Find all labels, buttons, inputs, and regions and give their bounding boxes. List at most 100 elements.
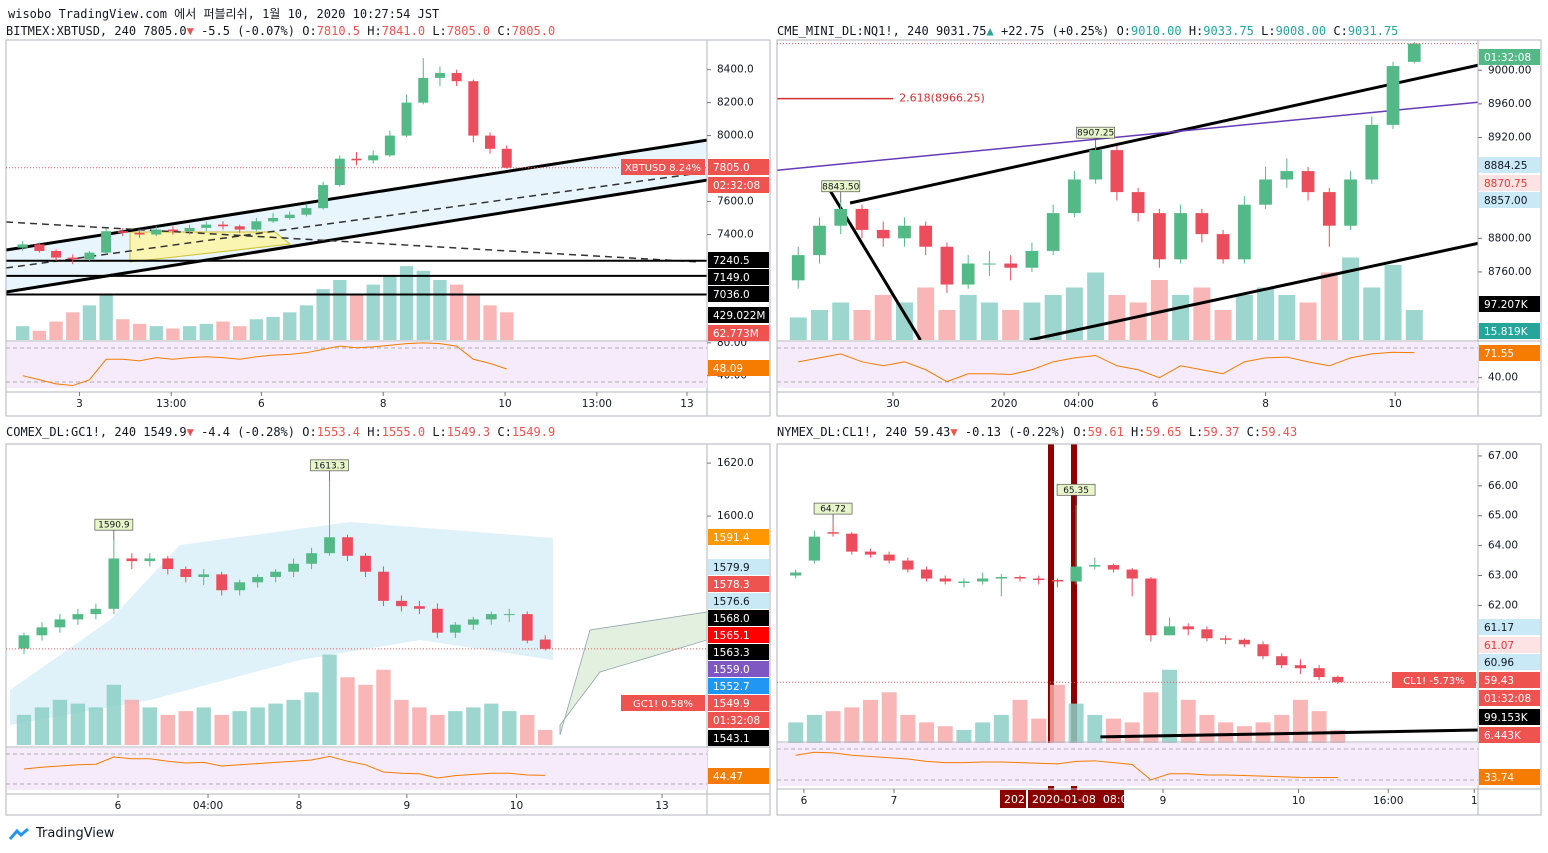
volume-bar	[825, 711, 841, 745]
candle-body	[1033, 578, 1045, 581]
candle-body	[1068, 179, 1081, 214]
plot-area	[788, 505, 1478, 745]
candle-body	[180, 569, 192, 578]
y-tick-label: 8920.00	[1488, 131, 1531, 143]
legend-part: +22.75 (+0.25%) O:	[993, 24, 1132, 38]
legend-part: 59.65	[1145, 425, 1182, 439]
volume-bar	[82, 305, 97, 340]
volume-bar	[358, 684, 373, 745]
legend-part: COMEX_DL:GC1!, 240 1549.9	[6, 425, 187, 439]
candle-body	[17, 244, 28, 248]
candle-body	[431, 608, 443, 633]
legend-part: ▼	[950, 425, 958, 439]
x-tick-label: 2020	[991, 398, 1018, 410]
x-tick-label: 6	[1152, 398, 1159, 410]
candle-body	[217, 224, 228, 227]
candle-body	[306, 553, 317, 564]
annotation-label: 1613.3	[314, 461, 346, 471]
volume-bar	[1065, 287, 1083, 340]
candle-body	[216, 574, 228, 591]
price-badge-label: 1578.3	[713, 579, 750, 591]
trend-line	[777, 101, 1478, 171]
panel-frame	[776, 443, 1542, 816]
candle-body	[268, 218, 279, 222]
price-badge-label: 6.443K	[1484, 730, 1522, 742]
price-badge-label: 1591.4	[713, 532, 750, 544]
volume-bar	[917, 287, 935, 340]
candle-body	[144, 558, 156, 562]
candle-body	[501, 148, 512, 168]
candle-body	[126, 558, 138, 562]
y-tick-label: 67.00	[1488, 450, 1518, 462]
plot-area	[6, 58, 707, 340]
legend-part: 9031.75	[1347, 24, 1399, 38]
candle-body	[834, 208, 848, 226]
y-tick-label: 1620.0	[717, 457, 754, 469]
price-badge	[1479, 672, 1540, 688]
volume-bar	[448, 711, 463, 745]
candle-body	[790, 572, 802, 576]
panel-frame	[5, 443, 771, 816]
candle-body	[503, 614, 515, 616]
price-badge	[1479, 709, 1540, 725]
price-badge	[1479, 637, 1540, 653]
volume-bar	[160, 714, 175, 745]
candle-body	[485, 135, 496, 149]
legend-part: L:	[1253, 24, 1276, 38]
price-badge-label: 1576.6	[713, 596, 750, 608]
volume-bar	[1023, 302, 1041, 340]
legend-part: H:	[1123, 425, 1146, 439]
price-badge-label: 01:32:08	[1484, 693, 1531, 705]
y-tick-label: 9000.00	[1488, 64, 1531, 76]
volume-bar	[1257, 287, 1275, 340]
candle-body	[342, 537, 353, 556]
candle-body	[201, 224, 212, 228]
volume-bar	[862, 699, 878, 745]
x-tick-label: 6	[258, 398, 265, 410]
candle-body	[883, 554, 895, 561]
candle-body	[252, 577, 264, 583]
price-badge	[708, 768, 769, 784]
candle-body	[234, 582, 246, 591]
legend: BITMEX:XBTUSD, 240 7805.0▼ -5.5 (-0.07%)…	[6, 24, 555, 38]
x-tick-label: 13	[680, 398, 693, 410]
volume-bar	[1405, 310, 1423, 340]
candle-body	[162, 558, 174, 570]
legend-part: BITMEX:XBTUSD, 240 7805.0	[6, 24, 187, 38]
candle-body	[1332, 676, 1344, 683]
volume-bar	[1292, 699, 1308, 745]
y-tick-label: 8960.00	[1488, 98, 1531, 110]
candle-body	[1407, 43, 1421, 62]
y-tick-label: 8800.00	[1488, 232, 1531, 244]
candle-body	[1107, 565, 1120, 570]
price-badge-label: 15.819K	[1484, 326, 1529, 338]
legend-part: ▼	[186, 425, 194, 439]
price-badge	[708, 576, 769, 592]
candle-body	[414, 606, 425, 609]
price-badge	[1479, 690, 1540, 706]
volume-bar	[52, 699, 68, 745]
volume-bar	[1172, 295, 1190, 340]
volume-bar	[216, 321, 230, 340]
price-badge-label: 60.96	[1484, 657, 1514, 669]
volume-bar	[333, 280, 347, 340]
annotation-label: 8843.50	[822, 182, 859, 192]
legend-part: L:	[425, 425, 447, 439]
price-badge	[1479, 769, 1540, 785]
legend-part: 7810.5	[316, 24, 361, 38]
trend-line	[6, 221, 701, 263]
legend-part: 7841.0	[381, 24, 426, 38]
x-tick-label: 04:00	[1064, 398, 1094, 410]
x-tick-label: 30	[886, 398, 899, 410]
candle-body	[167, 229, 178, 232]
volume-bar	[286, 699, 301, 745]
volume-bar	[1108, 295, 1126, 340]
volume-bar	[466, 707, 481, 745]
volume-bar	[919, 722, 935, 745]
candle-body	[1182, 626, 1194, 630]
volume-bar	[232, 711, 247, 745]
price-badge	[1479, 175, 1540, 191]
candle-body	[198, 574, 210, 578]
candle-body	[1046, 213, 1060, 251]
legend-part: C:	[490, 24, 512, 38]
